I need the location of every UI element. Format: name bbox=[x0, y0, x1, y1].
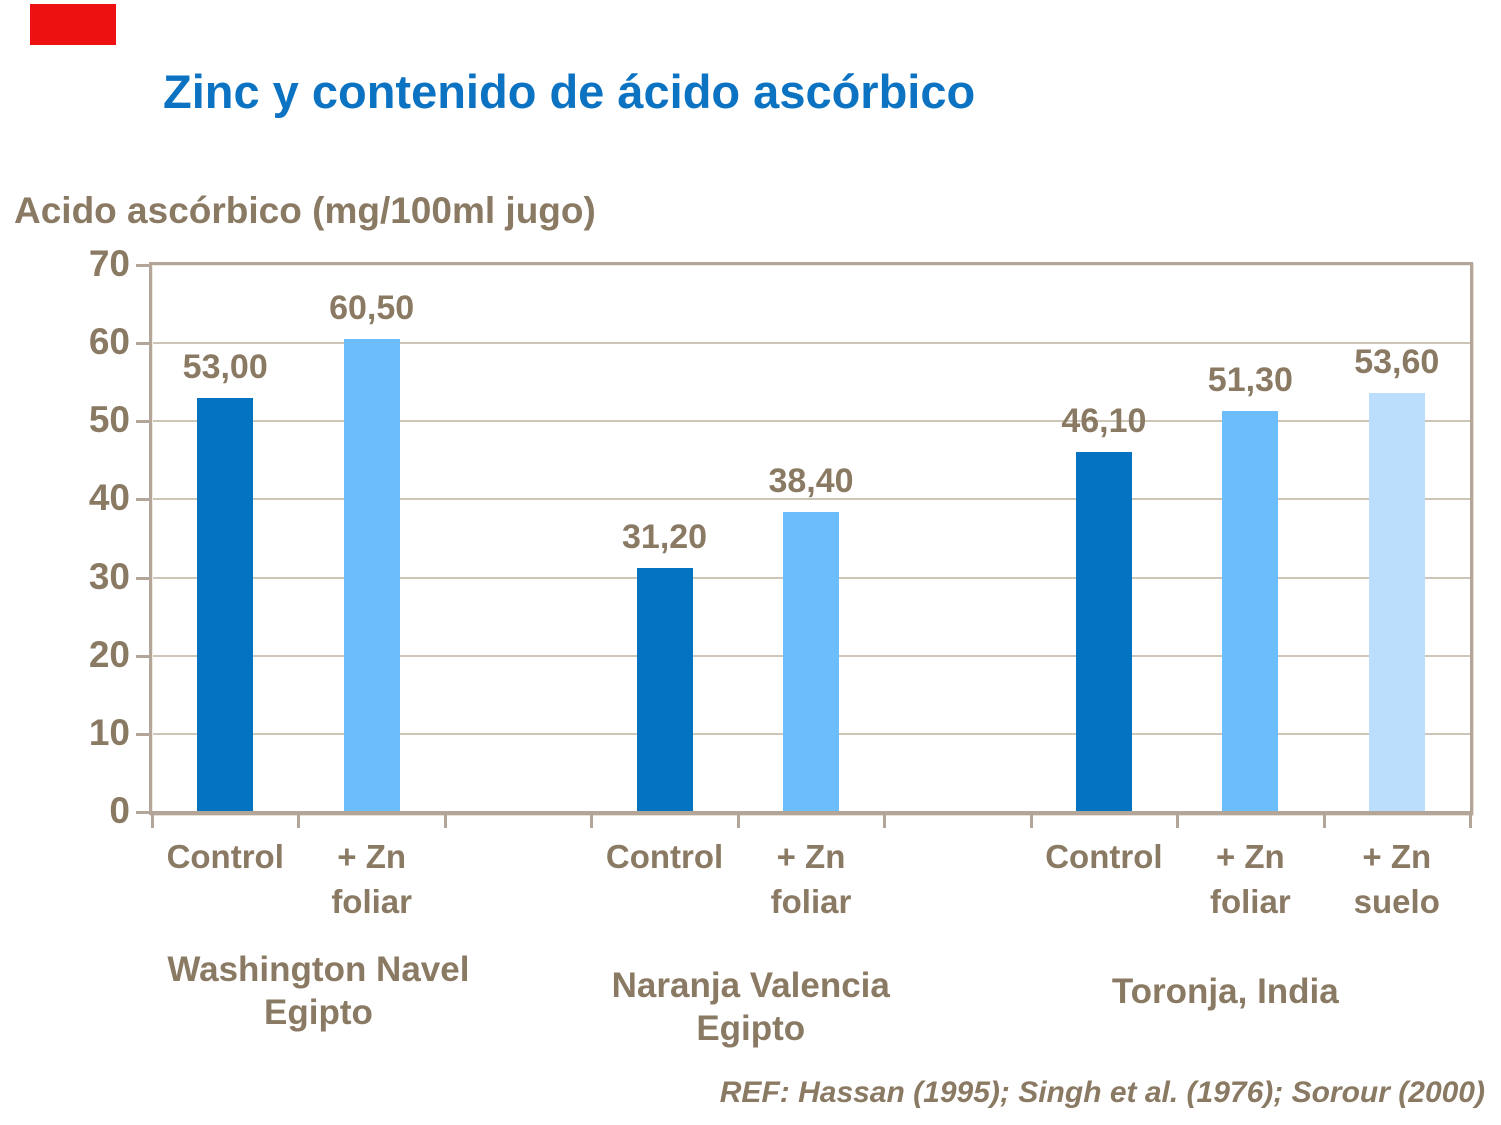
x-axis-tick bbox=[151, 813, 154, 828]
x-axis-tick bbox=[297, 813, 301, 828]
y-tick-label: 60 bbox=[88, 321, 130, 363]
bar-value-label: 53,00 bbox=[182, 347, 268, 386]
x-axis-tick bbox=[590, 813, 594, 828]
bar-group3-control bbox=[1075, 451, 1132, 812]
group-label: Toronja, India bbox=[1111, 972, 1339, 1011]
bar-group3-zn-suelo bbox=[1368, 393, 1425, 812]
gridline-60 bbox=[152, 342, 1470, 345]
y-tick-label: 20 bbox=[88, 633, 130, 675]
reference-citation: REF: Hassan (1995); Singh et al. (1976);… bbox=[719, 1076, 1485, 1109]
y-tick-label: 0 bbox=[109, 790, 130, 831]
y-tick-label: 10 bbox=[88, 711, 130, 753]
plot-area-frame bbox=[149, 262, 1473, 815]
bar-group3-zn-foliar bbox=[1222, 411, 1279, 812]
x-axis-tick bbox=[1176, 813, 1180, 828]
gridline-50 bbox=[152, 420, 1470, 423]
y-axis-tick bbox=[136, 654, 152, 658]
y-axis-tick bbox=[136, 420, 152, 424]
bar-group1-zn-foliar bbox=[343, 339, 400, 812]
y-axis-title: Acido ascórbico (mg/100ml jugo) bbox=[14, 190, 596, 231]
gridline-40 bbox=[152, 498, 1470, 501]
slide-accent-rect bbox=[30, 4, 116, 45]
x-tick-label: Control bbox=[605, 838, 724, 875]
bar-value-label: 53,60 bbox=[1354, 343, 1440, 382]
bar-group1-control bbox=[197, 397, 254, 812]
y-tick-label: 50 bbox=[88, 399, 130, 441]
chart-title: Zinc y contenido de ácido ascórbico bbox=[163, 65, 976, 118]
y-tick-label: 70 bbox=[88, 243, 130, 284]
y-axis-tick bbox=[136, 342, 152, 346]
bar-value-label: 38,40 bbox=[768, 461, 854, 500]
group-label: Washington Navel Egipto bbox=[167, 950, 470, 1032]
x-tick-label: + Zn foliar bbox=[331, 838, 412, 920]
y-axis-tick bbox=[136, 264, 152, 267]
bar-value-label: 51,30 bbox=[1207, 361, 1293, 400]
y-tick-label: 40 bbox=[88, 477, 130, 519]
x-axis-tick bbox=[443, 813, 447, 828]
x-tick-label: Control bbox=[166, 838, 284, 875]
x-tick-label: + Zn suelo bbox=[1353, 838, 1440, 920]
x-tick-label: + Zn foliar bbox=[770, 838, 852, 920]
bar-value-label: 46,10 bbox=[1061, 401, 1147, 440]
x-axis-tick bbox=[1469, 813, 1472, 828]
x-tick-label: + Zn foliar bbox=[1209, 838, 1291, 920]
x-axis-tick bbox=[883, 813, 887, 828]
bar-group2-control bbox=[636, 568, 693, 812]
y-axis-tick bbox=[136, 498, 152, 502]
x-axis-tick bbox=[1322, 813, 1326, 828]
x-axis-tick bbox=[736, 813, 740, 828]
y-tick-label: 30 bbox=[88, 555, 130, 597]
y-axis-tick bbox=[136, 811, 152, 814]
bar-group2-zn-foliar bbox=[783, 511, 839, 812]
y-axis-tick bbox=[136, 732, 152, 736]
x-tick-label: Control bbox=[1045, 838, 1163, 875]
group-label: Naranja Valencia Egipto bbox=[611, 966, 890, 1048]
bar-value-label: 31,20 bbox=[622, 518, 708, 557]
bar-value-label: 60,50 bbox=[329, 289, 415, 328]
y-axis-tick bbox=[136, 576, 152, 580]
x-axis-tick bbox=[1029, 813, 1033, 828]
